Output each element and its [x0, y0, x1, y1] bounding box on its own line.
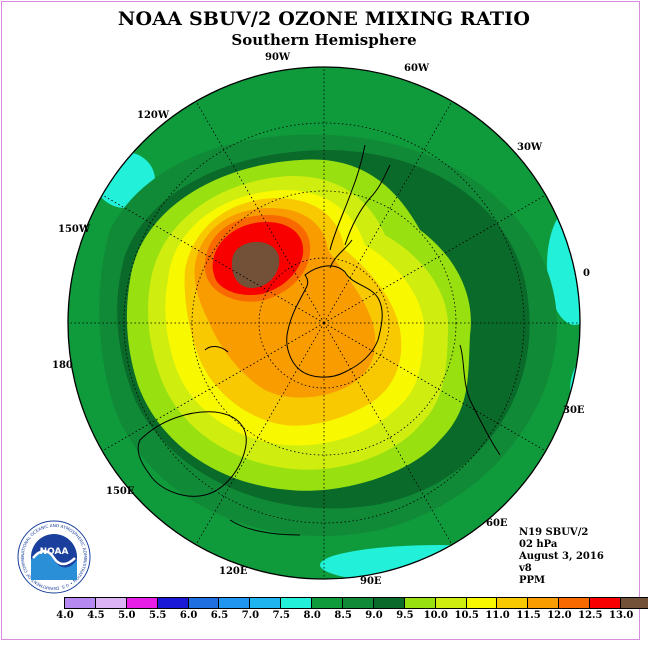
colorbar-tick-label: 7.5: [272, 610, 290, 621]
colorbar-cell: [528, 598, 560, 608]
lon-label-150e: 150E: [106, 486, 135, 497]
colorbar-tick-label: 7.0: [241, 610, 260, 621]
colorbar-tick-label: 5.5: [148, 610, 167, 621]
colorbar-cell: [343, 598, 374, 608]
version-label: v8: [519, 563, 532, 574]
colorbar-tick-label: 4.0: [56, 610, 74, 621]
indonesia-coast: [229, 519, 301, 536]
lon-label-30w: 30W: [517, 142, 543, 153]
colorbar-tick-label: 12.0: [547, 610, 572, 621]
antarctica-coast: [286, 265, 383, 378]
africa-coast: [459, 344, 501, 456]
south-america-coast: [329, 144, 366, 251]
colorbar-tick-label: 12.5: [578, 610, 603, 621]
lon-label-90e: 90E: [360, 576, 382, 587]
lon-label-90w: 90W: [265, 52, 291, 63]
colorbar-cell: [312, 598, 344, 608]
lon-label-30e: 30E: [563, 405, 585, 416]
colorbar-cell: [404, 598, 436, 608]
colorbar: [64, 597, 648, 609]
colorbar-cell: [590, 598, 622, 608]
colorbar-tick-label: 8.0: [303, 610, 321, 621]
meridian-line: [323, 194, 546, 324]
lon-label-0: 0: [583, 268, 590, 279]
meridian-line: [195, 101, 325, 324]
colorbar-tick-label: 11.0: [485, 610, 510, 621]
lon-label-60w: 60W: [404, 63, 430, 74]
colorbar-cell: [126, 598, 158, 608]
field-7-5-se: [570, 350, 580, 430]
lon-label-120e: 120E: [219, 566, 248, 577]
date-label: August 3, 2016: [519, 551, 604, 562]
colorbar-tick-label: 8.5: [334, 610, 352, 621]
colorbar-cell: [157, 598, 189, 608]
meridian-line: [323, 322, 453, 545]
colorbar-tick-label: 9.5: [396, 610, 414, 621]
meridian-line: [102, 322, 325, 452]
data-info-block: N19 SBUV/2 02 hPa August 3, 2016 v8 PPM: [519, 527, 604, 587]
map-title: NOAA SBUV/2 OZONE MIXING RATIO: [117, 8, 531, 30]
satellite-label: N19 SBUV/2: [519, 527, 589, 538]
noaa-logo: NATIONAL OCEANIC AND ATMOSPHERIC ADMINIS…: [17, 520, 91, 594]
colorbar-tick-label: 6.0: [179, 610, 198, 621]
antarctic-peninsula: [329, 239, 353, 269]
new-zealand-coast: [204, 346, 229, 353]
meridian-line: [195, 322, 325, 545]
colorbar-cell: [95, 598, 127, 608]
colorbar-cell: [65, 598, 96, 608]
pressure-level-label: 02 hPa: [519, 539, 558, 550]
colorbar-tick-label: 6.5: [210, 610, 229, 621]
colorbar-tick-label: 9.0: [365, 610, 383, 621]
meridians: [68, 67, 580, 579]
logo-wave-line: [32, 550, 76, 566]
coastlines: [137, 144, 501, 536]
colorbar-tick-label: 13.0: [609, 610, 634, 621]
lon-label-180: 180: [52, 360, 73, 371]
lon-label-120w: 120W: [137, 110, 170, 121]
meridian-line: [323, 322, 546, 452]
colorbar-cell: [559, 598, 591, 608]
colorbar-tick-label: 10.5: [454, 610, 479, 621]
meridian-line: [323, 101, 453, 324]
globe-outline: [67, 66, 581, 580]
colorbar-cell: [281, 598, 313, 608]
colorbar-cell: [219, 598, 251, 608]
logo-text: NOAA: [40, 547, 69, 557]
units-label: PPM: [519, 575, 546, 586]
colorbar-tick-label: 11.5: [516, 610, 541, 621]
lon-label-60e: 60E: [486, 518, 508, 529]
colorbar-cell: [373, 598, 405, 608]
meridian-line: [102, 194, 325, 324]
colorbar-cell: [435, 598, 467, 608]
ozone-field: [68, 67, 580, 579]
colorbar-tick-label: 5.0: [118, 610, 136, 621]
colorbar-tick-label: 4.5: [87, 610, 105, 621]
colorbar-cell: [621, 598, 648, 608]
australia-coast: [137, 411, 247, 497]
lon-label-150w: 150W: [58, 224, 91, 235]
south-america-coast-east: [344, 164, 391, 246]
colorbar-cell: [250, 598, 282, 608]
logo-wave: [31, 552, 77, 580]
colorbar-cell: [188, 598, 220, 608]
colorbar-tick-label: 10.0: [423, 610, 448, 621]
colorbar-cell: [466, 598, 498, 608]
map-subtitle: Southern Hemisphere: [231, 31, 417, 49]
colorbar-cell: [497, 598, 529, 608]
figure-border: [1, 1, 640, 640]
